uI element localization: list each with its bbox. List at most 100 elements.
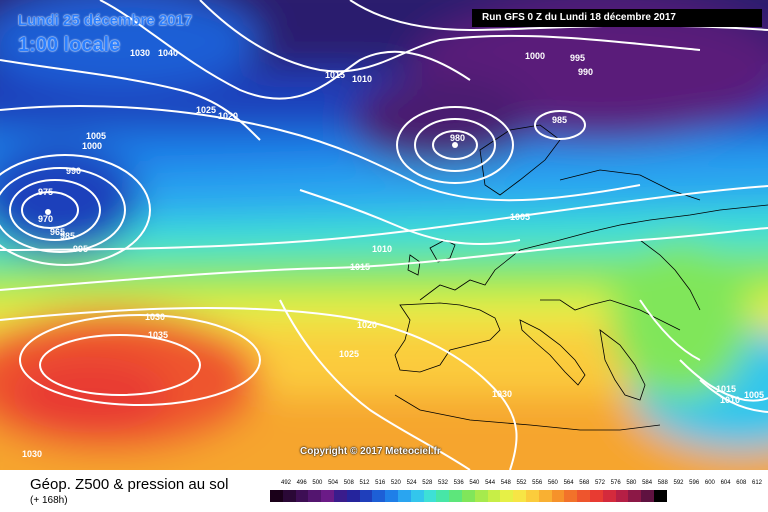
isobar-label: 995 <box>73 244 88 254</box>
legend-swatch <box>474 490 488 502</box>
forecast-time: 1:00 locale <box>18 34 121 56</box>
legend-swatch <box>423 490 437 502</box>
isobar-label: 985 <box>552 115 567 125</box>
legend-swatch <box>385 490 398 502</box>
legend-swatch <box>410 490 424 502</box>
legend-swatch <box>525 490 539 502</box>
legend-swatch <box>346 490 360 502</box>
isobar-label: 1030 <box>130 48 150 58</box>
legend-value: 516 <box>375 480 386 486</box>
isobar-label: 1005 <box>86 131 106 141</box>
legend-swatch <box>270 490 283 502</box>
legend-swatch <box>282 490 296 502</box>
isobar-label: 1030 <box>22 449 42 459</box>
legend-value: 504 <box>328 480 339 486</box>
legend-value: 584 <box>642 480 653 486</box>
legend-swatch <box>436 490 450 502</box>
isobar-label: 1040 <box>158 48 178 58</box>
isobar-labels: 1030 1040 1015 1010 1025 1020 1005 1000 … <box>22 48 764 459</box>
isobar-label: 1035 <box>148 330 168 340</box>
low-center-marker <box>45 209 51 215</box>
legend-value: 492 <box>280 480 291 486</box>
legend-swatch <box>602 490 616 502</box>
isobar-label: 1005 <box>510 212 530 222</box>
geopotential-field: 1030 1040 1015 1010 1025 1020 1005 1000 … <box>0 0 768 470</box>
legend-value: 600 <box>704 480 715 486</box>
isobar-label: 1020 <box>218 111 238 121</box>
legend-value: 604 <box>720 480 731 486</box>
legend-value: 612 <box>751 480 762 486</box>
legend-swatch <box>577 490 590 502</box>
legend-value: 552 <box>516 480 527 486</box>
legend-value: 540 <box>469 480 480 486</box>
isobar-label: 990 <box>66 166 81 176</box>
legend-value: 536 <box>453 480 464 486</box>
legend-swatch <box>487 490 501 502</box>
legend-swatch <box>461 490 475 502</box>
isobar-label: 1010 <box>352 74 372 84</box>
legend-value: 524 <box>406 480 417 486</box>
isobar-label: 1025 <box>339 349 359 359</box>
map-title: Géop. Z500 & pression au sol <box>30 476 229 493</box>
isobar-label: 1020 <box>357 320 377 330</box>
isobar-label: 995 <box>570 53 585 63</box>
legend-value: 520 <box>390 480 401 486</box>
isobar-label: 1000 <box>525 51 545 61</box>
legend-value: 508 <box>343 480 354 486</box>
weather-map: 1030 1040 1015 1010 1025 1020 1005 1000 … <box>0 0 768 470</box>
legend-swatch <box>308 490 322 502</box>
isobar-label: 1005 <box>744 390 764 400</box>
legend-swatch <box>615 490 629 502</box>
legend-value: 568 <box>579 480 590 486</box>
isobar-label: 970 <box>38 214 53 224</box>
legend-value: 496 <box>296 480 307 486</box>
isobar-label: 1015 <box>716 384 736 394</box>
isobar-lines <box>0 0 768 470</box>
legend-swatch <box>372 490 386 502</box>
legend-swatch <box>500 490 514 502</box>
legend-value: 596 <box>689 480 700 486</box>
legend-swatch <box>538 490 552 502</box>
forecast-date: Lundi 25 décembre 2017 <box>18 12 193 29</box>
legend-value: 572 <box>594 480 605 486</box>
isobar-label: 965 <box>50 227 65 237</box>
legend-value: 580 <box>626 480 637 486</box>
legend-swatch <box>295 490 309 502</box>
legend-swatch <box>449 490 462 502</box>
legend-swatch <box>551 490 565 502</box>
legend-value: 544 <box>485 480 496 486</box>
legend-value: 500 <box>312 480 323 486</box>
isobar-label: 1025 <box>196 105 216 115</box>
legend-swatch <box>641 490 654 502</box>
isobar-label: 1030 <box>492 389 512 399</box>
legend-value: 532 <box>437 480 448 486</box>
legend-swatch <box>333 490 347 502</box>
legend-swatch <box>321 490 334 502</box>
legend-value: 608 <box>736 480 747 486</box>
legend-value: 528 <box>422 480 433 486</box>
isobar-label: 1015 <box>325 70 345 80</box>
legend-value: 592 <box>673 480 684 486</box>
copyright-text: Copyright © 2017 Meteociel.fr <box>300 446 441 457</box>
legend-value: 548 <box>500 480 511 486</box>
legend-value: 564 <box>563 480 574 486</box>
z500-color-bands <box>0 0 768 470</box>
isobar-label: 975 <box>38 187 53 197</box>
isobar-label: 1015 <box>350 262 370 272</box>
legend-value: 512 <box>359 480 370 486</box>
legend-value: 588 <box>657 480 668 486</box>
model-run-label: Run GFS 0 Z du Lundi 18 décembre 2017 <box>472 9 762 27</box>
legend-value: 556 <box>532 480 543 486</box>
isobar-label: 1000 <box>82 141 102 151</box>
low-center-marker <box>452 142 458 148</box>
legend-footer: Géop. Z500 & pression au sol (+ 168h) 49… <box>0 470 768 512</box>
legend-swatch <box>589 490 603 502</box>
isobar-label: 1010 <box>720 395 740 405</box>
legend-swatch <box>564 490 578 502</box>
legend-swatch <box>653 490 667 502</box>
legend-swatch <box>359 490 373 502</box>
isobar-label: 990 <box>578 67 593 77</box>
isobar-label: 1010 <box>372 244 392 254</box>
legend-swatch <box>628 490 642 502</box>
isobar-label: 980 <box>450 133 465 143</box>
